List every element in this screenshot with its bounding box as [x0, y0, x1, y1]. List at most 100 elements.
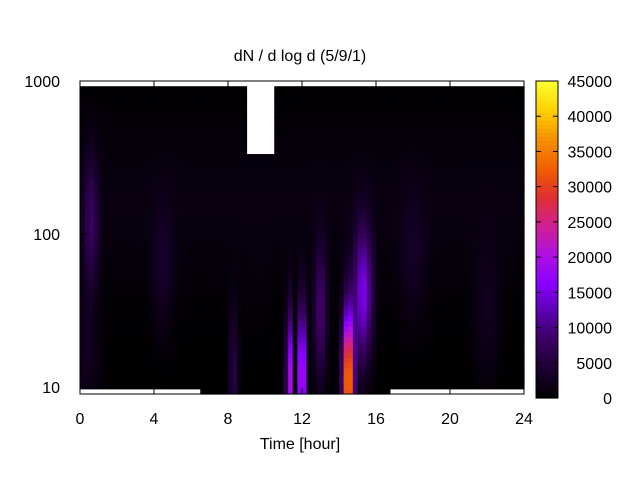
heatmap-cell — [200, 300, 206, 306]
heatmap-cell — [121, 284, 127, 291]
heatmap-cell — [269, 347, 275, 353]
heatmap-cell — [80, 326, 86, 332]
heatmap-cell — [473, 279, 479, 286]
heatmap-cell — [237, 101, 243, 108]
heatmap-cell — [297, 112, 303, 119]
heatmap-cell — [158, 117, 164, 124]
heatmap-cell — [278, 263, 285, 270]
heatmap-cell — [80, 237, 86, 244]
heatmap-cell — [394, 300, 400, 306]
heatmap-cell — [186, 274, 192, 280]
heatmap-cell — [172, 268, 178, 275]
heatmap-cell — [126, 138, 132, 145]
heatmap-cell — [237, 310, 243, 317]
heatmap-cell — [454, 200, 460, 207]
heatmap-cell — [473, 383, 479, 390]
heatmap-cell — [107, 227, 113, 233]
heatmap-cell — [200, 200, 206, 207]
heatmap-cell — [408, 253, 414, 259]
heatmap-cell — [399, 148, 405, 155]
heatmap-cell — [413, 315, 419, 322]
heatmap-cell — [172, 143, 178, 150]
heatmap-cell — [385, 274, 391, 280]
heatmap-cell — [422, 315, 428, 322]
heatmap-cell — [463, 305, 470, 312]
heatmap-cell — [98, 253, 104, 259]
heatmap-cell — [288, 373, 294, 379]
heatmap-cell — [339, 341, 345, 348]
heatmap-cell — [399, 200, 405, 207]
heatmap-cell — [292, 383, 298, 390]
heatmap-cell — [218, 221, 224, 228]
heatmap-cell — [140, 174, 146, 181]
heatmap-cell — [399, 326, 405, 332]
heatmap-cell — [204, 274, 211, 280]
heatmap-cell — [473, 107, 479, 113]
heatmap-cell — [107, 315, 113, 322]
heatmap-cell — [260, 284, 266, 291]
heatmap-cell — [103, 138, 109, 145]
heatmap-cell — [265, 200, 271, 207]
heatmap-cell — [417, 263, 423, 270]
heatmap-cell — [158, 253, 164, 259]
heatmap-cell — [158, 200, 164, 207]
heatmap-cell — [343, 263, 349, 270]
heatmap-cell — [436, 336, 442, 343]
heatmap-cell — [237, 242, 243, 249]
heatmap-cell — [426, 112, 433, 119]
heatmap-cell — [426, 247, 433, 254]
heatmap-cell — [334, 284, 340, 291]
heatmap-cell — [181, 211, 187, 218]
heatmap-cell — [376, 253, 382, 259]
heatmap-cell — [130, 274, 137, 280]
heatmap-cell — [223, 86, 229, 93]
heatmap-cell — [107, 294, 113, 301]
heatmap-cell — [431, 336, 437, 343]
heatmap-cell — [288, 237, 294, 244]
heatmap-cell — [98, 237, 104, 244]
heatmap-cell — [348, 289, 354, 296]
heatmap-cell — [126, 378, 132, 385]
heatmap-cell — [376, 107, 382, 113]
heatmap-cell — [339, 279, 345, 286]
heatmap-cell — [413, 86, 419, 93]
heatmap-cell — [477, 185, 483, 192]
heatmap-cell — [154, 383, 160, 390]
heatmap-cell — [339, 117, 345, 124]
heatmap-cell — [107, 336, 113, 343]
heatmap-cell — [463, 101, 470, 108]
heatmap-cell — [167, 305, 174, 312]
heatmap-cell — [135, 211, 141, 218]
heatmap-cell — [468, 169, 474, 176]
heatmap-cell — [394, 159, 400, 166]
heatmap-cell — [80, 279, 86, 286]
heatmap-cell — [352, 310, 359, 317]
heatmap-cell — [149, 122, 155, 129]
heatmap-cell — [329, 284, 335, 291]
heatmap-cell — [325, 127, 331, 134]
heatmap-cell — [195, 117, 201, 124]
heatmap-cell — [260, 331, 266, 338]
heatmap-cell — [241, 143, 248, 150]
heatmap-cell — [463, 211, 470, 218]
heatmap-cell — [218, 117, 224, 124]
heatmap-cell — [348, 169, 354, 176]
heatmap-cell — [167, 242, 174, 249]
heatmap-cell — [315, 310, 322, 317]
heatmap-cell — [158, 112, 164, 119]
heatmap-cell — [274, 310, 280, 317]
heatmap-cell — [177, 190, 183, 197]
heatmap-cell — [343, 378, 349, 385]
heatmap-cell — [320, 347, 326, 353]
heatmap-cell — [283, 378, 289, 385]
heatmap-cell — [445, 232, 451, 239]
heatmap-cell — [209, 185, 215, 192]
heatmap-cell — [417, 206, 423, 213]
heatmap-cell — [80, 284, 86, 291]
heatmap-cell — [144, 91, 150, 98]
heatmap-cell — [269, 253, 275, 259]
heatmap-cell — [408, 122, 414, 129]
heatmap-cell — [209, 294, 215, 301]
heatmap-cell — [89, 378, 95, 385]
heatmap-cell — [302, 300, 308, 306]
